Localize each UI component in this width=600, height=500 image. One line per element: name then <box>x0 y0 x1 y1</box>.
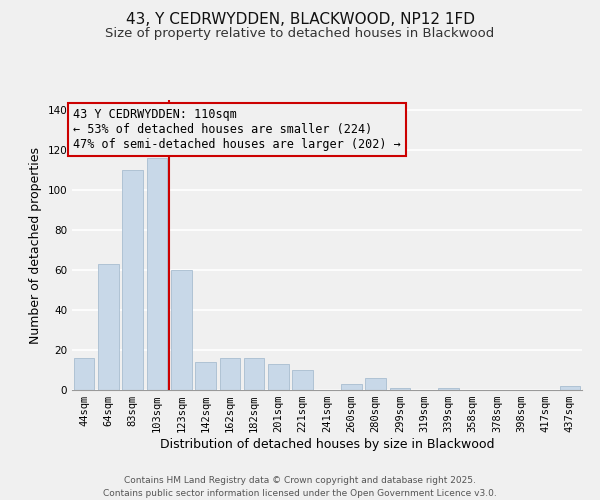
Bar <box>98 264 119 390</box>
Bar <box>171 270 191 390</box>
Bar <box>389 388 410 390</box>
Bar <box>292 370 313 390</box>
Text: Contains HM Land Registry data © Crown copyright and database right 2025.
Contai: Contains HM Land Registry data © Crown c… <box>103 476 497 498</box>
Bar <box>244 358 265 390</box>
Bar <box>146 158 167 390</box>
Bar <box>74 358 94 390</box>
Bar <box>365 378 386 390</box>
X-axis label: Distribution of detached houses by size in Blackwood: Distribution of detached houses by size … <box>160 438 494 451</box>
Bar <box>341 384 362 390</box>
Bar <box>268 364 289 390</box>
Bar <box>438 388 459 390</box>
Bar <box>220 358 240 390</box>
Bar <box>195 362 216 390</box>
Bar <box>122 170 143 390</box>
Text: 43 Y CEDRWYDDEN: 110sqm
← 53% of detached houses are smaller (224)
47% of semi-d: 43 Y CEDRWYDDEN: 110sqm ← 53% of detache… <box>73 108 401 151</box>
Y-axis label: Number of detached properties: Number of detached properties <box>29 146 42 344</box>
Text: Size of property relative to detached houses in Blackwood: Size of property relative to detached ho… <box>106 28 494 40</box>
Text: 43, Y CEDRWYDDEN, BLACKWOOD, NP12 1FD: 43, Y CEDRWYDDEN, BLACKWOOD, NP12 1FD <box>125 12 475 28</box>
Bar <box>560 386 580 390</box>
